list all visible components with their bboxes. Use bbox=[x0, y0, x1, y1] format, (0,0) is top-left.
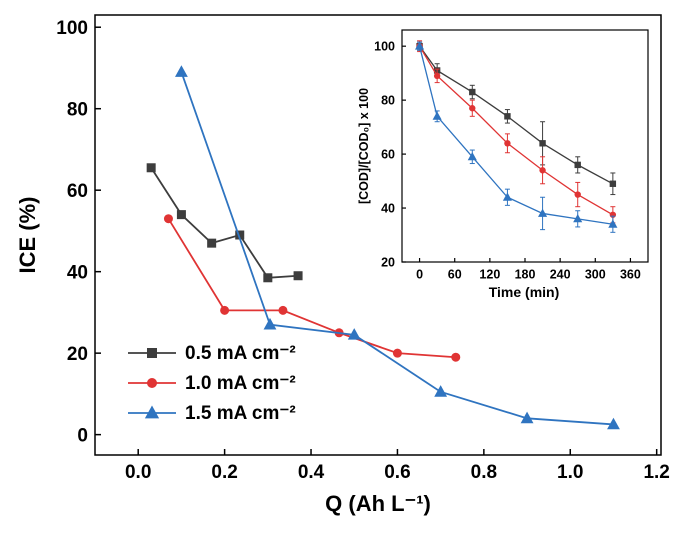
main-series-square bbox=[146, 163, 303, 283]
marker-square bbox=[207, 238, 217, 248]
marker-square bbox=[263, 273, 273, 283]
main-line bbox=[180, 71, 614, 426]
marker-triangle bbox=[520, 411, 534, 424]
marker-square bbox=[147, 348, 157, 358]
marker-circle bbox=[147, 378, 157, 388]
main-line bbox=[167, 218, 456, 359]
legend-marker-circle bbox=[128, 378, 176, 388]
inset-x-tick-label: 120 bbox=[479, 268, 500, 282]
main-x-tick-label: 0.2 bbox=[211, 462, 237, 483]
inset-y-tick-label: 20 bbox=[381, 255, 395, 269]
inset-x-tick-label: 360 bbox=[620, 268, 641, 282]
main-x-tick-label: 0.4 bbox=[298, 462, 325, 483]
inset-background bbox=[356, 17, 655, 305]
marker-triangle bbox=[538, 208, 548, 217]
marker-triangle bbox=[347, 328, 361, 340]
main-y-tick-label: 60 bbox=[67, 181, 88, 202]
inset-x-tick-label: 180 bbox=[515, 268, 536, 282]
marker-square bbox=[609, 180, 617, 187]
main-plot: 0.0 0.2 0.4 0.6 0.8 1.0 1.2 0 20 40 60 80 100 bbox=[56, 14, 670, 483]
marker-circle bbox=[220, 305, 230, 315]
marker-square bbox=[146, 163, 156, 173]
marker-square bbox=[235, 230, 245, 240]
legend-label: 0.5 mA cm⁻² bbox=[185, 342, 296, 364]
main-x-tick-label: 0.6 bbox=[384, 462, 410, 483]
marker-triangle bbox=[432, 111, 442, 120]
marker-circle bbox=[392, 348, 402, 358]
marker-triangle bbox=[263, 317, 277, 330]
legend-label: 1.0 mA cm⁻² bbox=[185, 372, 296, 394]
inset-y-axis-label: [COD]/[COD₀] x 100 bbox=[357, 87, 371, 205]
inset-plot: 0 60 120 180 240 300 360 20 40 60 80 100 bbox=[356, 17, 655, 305]
marker-circle bbox=[163, 214, 173, 224]
marker-triangle bbox=[415, 41, 425, 50]
legend-item: 1.0 mA cm⁻² bbox=[128, 368, 296, 398]
marker-square bbox=[574, 161, 581, 169]
main-y-tick-label: 40 bbox=[67, 262, 88, 283]
legend-item: 0.5 mA cm⁻² bbox=[128, 338, 296, 368]
inset-ticks: 0 60 120 180 240 300 360 20 40 60 80 100 bbox=[374, 40, 641, 282]
marker-circle bbox=[433, 72, 441, 80]
main-x-tick-label: 1.0 bbox=[557, 462, 583, 483]
main-y-tick-label: 100 bbox=[56, 18, 88, 39]
main-x-tick-label: 0.0 bbox=[125, 462, 151, 483]
marker-triangle bbox=[573, 214, 583, 223]
marker-circle bbox=[278, 305, 288, 315]
main-x-tick-label: 0.8 bbox=[471, 462, 497, 483]
main-y-tick-label: 20 bbox=[67, 344, 88, 365]
main-series-triangle bbox=[174, 65, 620, 430]
marker-circle bbox=[504, 140, 511, 147]
marker-triangle bbox=[144, 405, 160, 419]
marker-triangle bbox=[467, 151, 477, 161]
inset-x-tick-label: 300 bbox=[585, 268, 606, 282]
marker-square bbox=[504, 113, 511, 120]
marker-triangle bbox=[174, 65, 188, 77]
legend-label: 1.5 mA cm⁻² bbox=[185, 402, 296, 424]
marker-triangle bbox=[607, 417, 620, 430]
inset-y-tick-label: 80 bbox=[381, 94, 395, 108]
inset-y-tick-label: 60 bbox=[381, 147, 395, 161]
inset-x-tick-label: 60 bbox=[448, 268, 462, 282]
marker-triangle bbox=[434, 385, 448, 397]
main-line bbox=[150, 167, 299, 279]
inset-x-tick-label: 0 bbox=[416, 268, 423, 282]
legend: 0.5 mA cm⁻² 1.0 mA cm⁻² 1.5 mA cm⁻² bbox=[128, 338, 296, 428]
marker-square bbox=[176, 210, 186, 220]
marker-square bbox=[293, 271, 303, 281]
inset-x-tick-label: 240 bbox=[550, 268, 571, 282]
main-x-tick-label: 1.2 bbox=[643, 462, 669, 483]
inset-y-tick-label: 40 bbox=[381, 201, 395, 215]
main-y-tick-label: 80 bbox=[67, 99, 88, 120]
main-series-circle bbox=[163, 214, 461, 362]
marker-triangle bbox=[608, 219, 618, 228]
legend-item: 1.5 mA cm⁻² bbox=[128, 398, 296, 428]
inset-series-triangle bbox=[415, 41, 618, 233]
main-ticks: 0.0 0.2 0.4 0.6 0.8 1.0 1.2 0 20 40 60 80 100 bbox=[56, 18, 670, 483]
marker-circle bbox=[469, 105, 476, 112]
legend-marker-triangle bbox=[128, 405, 176, 419]
inset-x-axis-label: Time (min) bbox=[488, 284, 560, 300]
main-x-axis-label: Q (Ah L⁻¹) bbox=[325, 491, 431, 516]
marker-square bbox=[539, 140, 546, 147]
marker-circle bbox=[574, 191, 581, 198]
marker-circle bbox=[451, 352, 461, 362]
marker-circle bbox=[539, 167, 546, 174]
main-axis-box bbox=[94, 14, 662, 456]
inset-y-tick-label: 100 bbox=[374, 40, 395, 54]
marker-triangle bbox=[502, 192, 512, 201]
legend-marker-square bbox=[128, 348, 176, 358]
main-y-axis-label: ICE (%) bbox=[15, 196, 40, 274]
main-y-tick-label: 0 bbox=[77, 425, 88, 446]
marker-square bbox=[469, 88, 476, 96]
